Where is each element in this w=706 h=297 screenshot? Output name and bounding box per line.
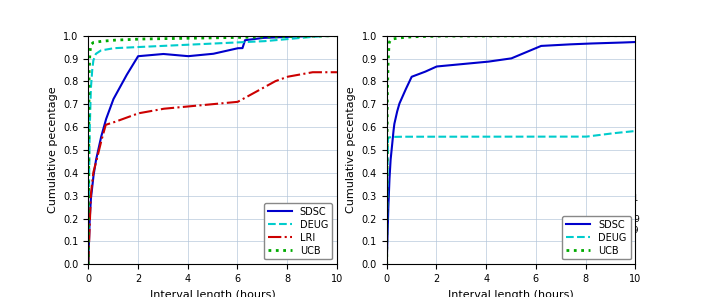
Line: UCB: UCB bbox=[387, 36, 635, 264]
UCB bbox=[587, 34, 595, 37]
UCB bbox=[179, 37, 188, 40]
UCB bbox=[129, 37, 138, 41]
Line: SDSC: SDSC bbox=[387, 42, 635, 264]
DEUG bbox=[532, 135, 540, 138]
SDSC bbox=[532, 46, 540, 50]
LRI bbox=[289, 74, 297, 78]
Y-axis label: Cumulative pecentage: Cumulative pecentage bbox=[47, 87, 58, 213]
SDSC bbox=[568, 42, 577, 46]
UCB bbox=[544, 34, 553, 38]
UCB bbox=[289, 35, 297, 38]
Line: DEUG: DEUG bbox=[387, 131, 635, 264]
SDSC bbox=[270, 36, 278, 39]
UCB bbox=[428, 34, 436, 38]
SDSC bbox=[84, 263, 92, 266]
SDSC bbox=[428, 67, 436, 70]
Legend: SDSC, DEUG, LRI, UCB: SDSC, DEUG, LRI, UCB bbox=[264, 203, 332, 260]
UCB bbox=[333, 34, 341, 37]
SDSC bbox=[289, 35, 297, 38]
Legend: SDSC, DEUG, UCB: SDSC, DEUG, UCB bbox=[562, 216, 630, 260]
SDSC bbox=[179, 54, 188, 58]
UCB bbox=[246, 35, 254, 39]
SDSC bbox=[631, 40, 640, 44]
DEUG bbox=[333, 34, 341, 37]
SDSC bbox=[333, 34, 341, 37]
LRI bbox=[84, 263, 92, 266]
UCB bbox=[233, 36, 241, 39]
DEUG bbox=[233, 41, 241, 44]
LRI bbox=[233, 100, 241, 104]
LRI bbox=[246, 93, 254, 97]
UCB bbox=[383, 263, 391, 266]
SDSC bbox=[477, 61, 486, 64]
SDSC bbox=[544, 44, 553, 47]
UCB bbox=[477, 34, 486, 38]
Y-axis label: Cumulative pecentage: Cumulative pecentage bbox=[346, 87, 356, 213]
DEUG bbox=[544, 135, 553, 138]
Line: UCB: UCB bbox=[88, 36, 337, 264]
Line: LRI: LRI bbox=[88, 72, 337, 264]
UCB bbox=[270, 35, 278, 39]
DEUG bbox=[383, 263, 391, 266]
X-axis label: Interval length (hours): Interval length (hours) bbox=[150, 290, 275, 297]
UCB bbox=[532, 34, 540, 38]
Line: SDSC: SDSC bbox=[88, 36, 337, 264]
DEUG bbox=[428, 135, 436, 138]
LRI bbox=[179, 105, 188, 109]
DEUG bbox=[179, 43, 188, 47]
DEUG bbox=[246, 40, 254, 44]
Text: SDSC mean: 1.2561
LRI mean: 3.7564
DEUG mean: 0.3569
UCB mean: 0.11909: SDSC mean: 1.2561 LRI mean: 3.7564 DEUG … bbox=[549, 195, 640, 235]
SDSC bbox=[233, 46, 241, 50]
DEUG bbox=[568, 135, 577, 138]
DEUG bbox=[631, 129, 640, 133]
DEUG bbox=[289, 37, 297, 40]
SDSC bbox=[246, 38, 254, 41]
LRI bbox=[333, 70, 341, 74]
DEUG bbox=[270, 39, 278, 42]
UCB bbox=[84, 263, 92, 266]
LRI bbox=[308, 70, 316, 74]
DEUG bbox=[129, 45, 138, 49]
DEUG bbox=[477, 135, 486, 138]
DEUG bbox=[84, 263, 92, 266]
LRI bbox=[270, 80, 278, 84]
UCB bbox=[568, 34, 577, 37]
LRI bbox=[129, 113, 138, 117]
Line: DEUG: DEUG bbox=[88, 36, 337, 264]
SDSC bbox=[383, 263, 391, 266]
SDSC bbox=[129, 62, 138, 66]
X-axis label: Interval length (hours): Interval length (hours) bbox=[448, 290, 574, 297]
DEUG bbox=[587, 134, 595, 138]
SDSC bbox=[587, 42, 595, 45]
UCB bbox=[631, 34, 640, 37]
